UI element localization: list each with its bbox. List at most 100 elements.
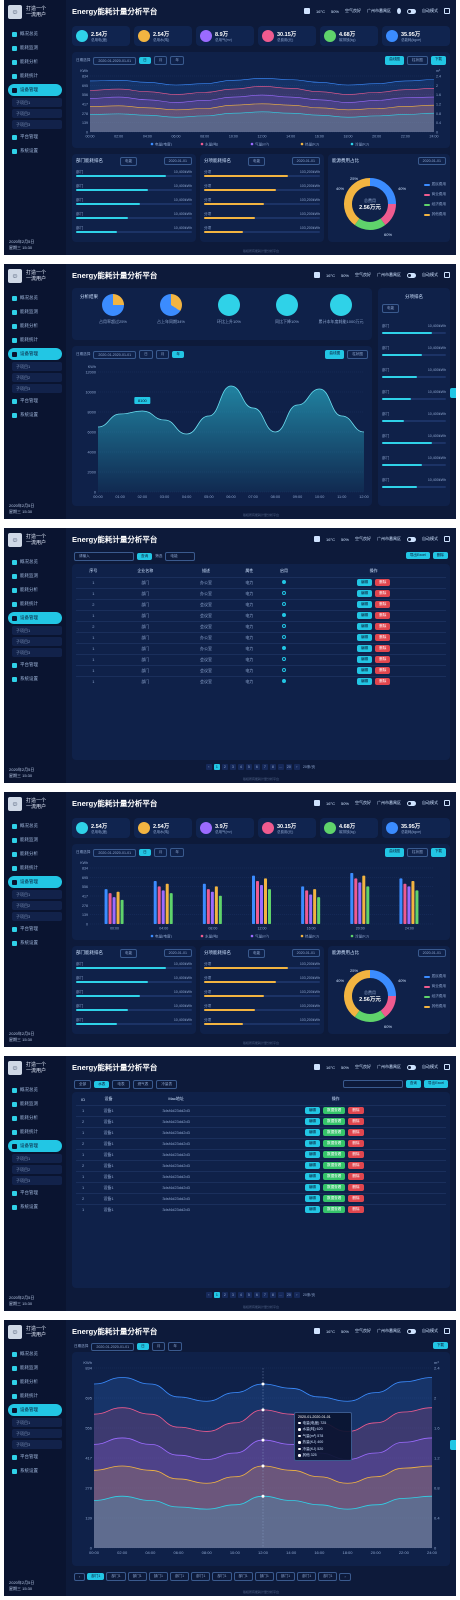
nav-sub-1[interactable]: 子项目1 — [12, 626, 62, 635]
cost-date-select[interactable]: 2020-01-01 — [417, 949, 446, 957]
nav-item-monitor[interactable]: 能耗监测 — [8, 1362, 62, 1374]
nav-item-overview[interactable]: 概况总览 — [8, 1348, 62, 1360]
date-range-input[interactable]: 2020-01-2020-01-01 — [93, 56, 137, 65]
radio-button[interactable] — [281, 624, 286, 628]
nav-item-settings[interactable]: 系统设置 — [8, 145, 62, 157]
dept-tab[interactable]: 部门1 — [87, 1573, 105, 1580]
auto-mode-toggle[interactable] — [407, 272, 416, 278]
edit-button[interactable]: 编辑 — [304, 1195, 320, 1202]
dept-filter-select[interactable]: 电能 — [120, 157, 138, 166]
delete-row-button[interactable]: 删除 — [375, 612, 391, 619]
page-button[interactable]: 4 — [237, 1292, 244, 1298]
nav-sub-3[interactable]: 子项目3 — [12, 1176, 62, 1185]
page-button[interactable]: ... — [277, 764, 284, 770]
tab-month[interactable]: 月 — [155, 350, 170, 359]
collapse-handle[interactable] — [450, 388, 456, 398]
dept-tab[interactable]: 部门1 — [169, 1572, 190, 1581]
dept-tab[interactable]: 部门1 — [254, 1572, 274, 1581]
radio-button[interactable] — [281, 657, 286, 661]
tab-water-meter[interactable]: 水表 — [94, 1081, 110, 1088]
dept-tab[interactable]: 部门1 — [106, 1572, 126, 1581]
page-button[interactable]: 2 — [221, 1292, 228, 1298]
nav-item-device[interactable]: 设备管理 — [8, 348, 62, 360]
view-data-button[interactable]: 数据查看 — [323, 1118, 346, 1125]
radio-button[interactable] — [281, 613, 286, 617]
nav-item-statistics[interactable]: 能耗统计 — [8, 1126, 62, 1138]
view-data-button[interactable]: 数据查看 — [323, 1129, 346, 1136]
tab-year[interactable]: 年 — [170, 56, 184, 65]
dept-tab[interactable]: 部门1 — [191, 1572, 211, 1581]
tab-day[interactable]: 日 — [139, 849, 151, 856]
radio-button[interactable] — [281, 602, 286, 606]
delete-row-button[interactable]: 删除 — [348, 1140, 364, 1147]
bar-view-button[interactable]: 柱状图 — [347, 350, 368, 359]
view-data-button[interactable]: 数据查看 — [323, 1195, 346, 1202]
nav-sub-3[interactable]: 子项目3 — [12, 912, 62, 921]
radio-button[interactable] — [281, 580, 286, 584]
tabs-prev-button[interactable]: ‹ — [74, 1572, 86, 1581]
next-page-button[interactable]: › — [293, 1292, 300, 1298]
nav-sub-2[interactable]: 子项目2 — [12, 901, 62, 910]
query-button[interactable]: 查询 — [137, 553, 153, 560]
nav-item-analysis[interactable]: 能耗分析 — [8, 1376, 62, 1388]
date-range-input[interactable]: 2020-01-2020-01-01 — [93, 350, 137, 359]
item-filter-select[interactable]: 电能 — [248, 949, 266, 958]
delete-row-button[interactable]: 删除 — [375, 634, 391, 641]
tab-all[interactable]: 全部 — [74, 1080, 92, 1089]
view-data-button[interactable]: 数据查看 — [323, 1184, 346, 1191]
nav-item-monitor[interactable]: 能耗监测 — [8, 42, 62, 54]
delete-row-button[interactable]: 删除 — [348, 1184, 364, 1191]
nav-item-platform[interactable]: 平台管理 — [8, 1451, 62, 1463]
page-button[interactable]: 4 — [237, 764, 244, 770]
date-range-input[interactable]: 2020-01-2020-01-01 — [93, 848, 137, 857]
delete-row-button[interactable]: 删除 — [375, 645, 391, 652]
delete-row-button[interactable]: 删除 — [375, 667, 391, 674]
nav-item-platform[interactable]: 平台管理 — [8, 395, 62, 407]
nav-item-analysis[interactable]: 能耗分析 — [8, 320, 62, 332]
nav-item-analysis[interactable]: 能耗分析 — [8, 56, 62, 68]
delete-row-button[interactable]: 删除 — [348, 1107, 364, 1114]
view-data-button[interactable]: 数据查看 — [323, 1140, 346, 1147]
page-button[interactable]: 2 — [221, 764, 228, 770]
delete-row-button[interactable]: 删除 — [348, 1206, 364, 1214]
radio-button[interactable] — [281, 635, 286, 639]
edit-button[interactable]: 编辑 — [304, 1206, 320, 1214]
auto-mode-toggle[interactable] — [407, 800, 416, 806]
nav-item-monitor[interactable]: 能耗监测 — [8, 1098, 62, 1110]
radio-button[interactable] — [281, 591, 286, 595]
page-button[interactable]: 8 — [269, 1292, 276, 1298]
nav-item-settings[interactable]: 系统设置 — [8, 673, 62, 685]
nav-item-overview[interactable]: 概况总览 — [8, 292, 62, 304]
tab-day[interactable]: 日 — [139, 350, 153, 359]
edit-button[interactable]: 编辑 — [356, 623, 373, 630]
curve-view-button[interactable]: 曲线图 — [385, 56, 405, 65]
delete-row-button[interactable]: 删除 — [348, 1162, 364, 1169]
edit-button[interactable]: 编辑 — [356, 601, 373, 608]
radio-button[interactable] — [281, 679, 286, 684]
nav-item-device[interactable]: 设备管理 — [8, 84, 62, 96]
page-button[interactable]: 20 — [285, 764, 292, 770]
edit-button[interactable]: 编辑 — [356, 667, 373, 674]
fullscreen-icon[interactable] — [444, 1064, 450, 1070]
fullscreen-icon[interactable] — [444, 8, 450, 14]
page-button[interactable]: 5 — [245, 1292, 252, 1298]
cost-date-select[interactable]: 2020-01-01 — [417, 157, 446, 165]
tab-year[interactable]: 年 — [172, 351, 184, 358]
download-button[interactable]: 下载 — [432, 1342, 448, 1349]
dept-tab[interactable]: 部门1 — [297, 1572, 317, 1581]
radio-button[interactable] — [281, 668, 286, 672]
delete-row-button[interactable]: 删除 — [375, 579, 391, 586]
page-size-select[interactable]: 20条/页 — [302, 765, 316, 769]
dept-tab[interactable]: 部门1 — [318, 1572, 338, 1581]
nav-sub-1[interactable]: 子项目1 — [12, 890, 62, 899]
dept-tab[interactable]: 部门1 — [212, 1572, 232, 1581]
dept-date-select[interactable]: 2020-01-01 — [163, 949, 192, 957]
tab-cold-meter[interactable]: 冷量表 — [156, 1080, 178, 1089]
item-date-select[interactable]: 2020-01-01 — [291, 949, 320, 957]
nav-item-platform[interactable]: 平台管理 — [8, 1187, 62, 1199]
download-button[interactable]: 下载 — [430, 848, 446, 857]
nav-sub-2[interactable]: 子项目2 — [12, 373, 62, 382]
view-data-button[interactable]: 数据查看 — [323, 1173, 346, 1180]
nav-sub-2[interactable]: 子项目2 — [12, 1165, 62, 1174]
nav-sub-3[interactable]: 子项目3 — [12, 1440, 62, 1449]
